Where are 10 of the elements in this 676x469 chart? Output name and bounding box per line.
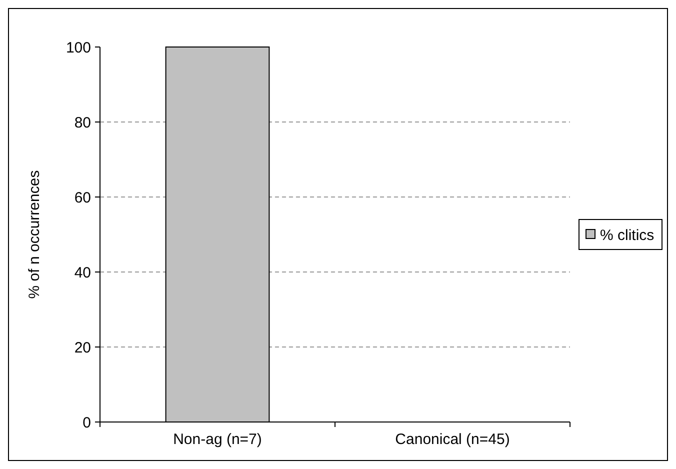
y-tick-label: 0 [82,414,91,432]
x-tick-label: Non-ag (n=7) [173,431,262,448]
y-axis-title: % of n occurrences [26,170,43,299]
y-tick-label: 40 [74,264,91,282]
y-tick-label: 100 [66,39,91,56]
y-tick-label: 80 [74,114,91,132]
x-tick-label: Canonical (n=45) [395,431,510,448]
y-tick-label: 60 [74,189,91,206]
legend-label: % clitics [600,226,654,244]
y-tick-label: 20 [74,339,91,356]
